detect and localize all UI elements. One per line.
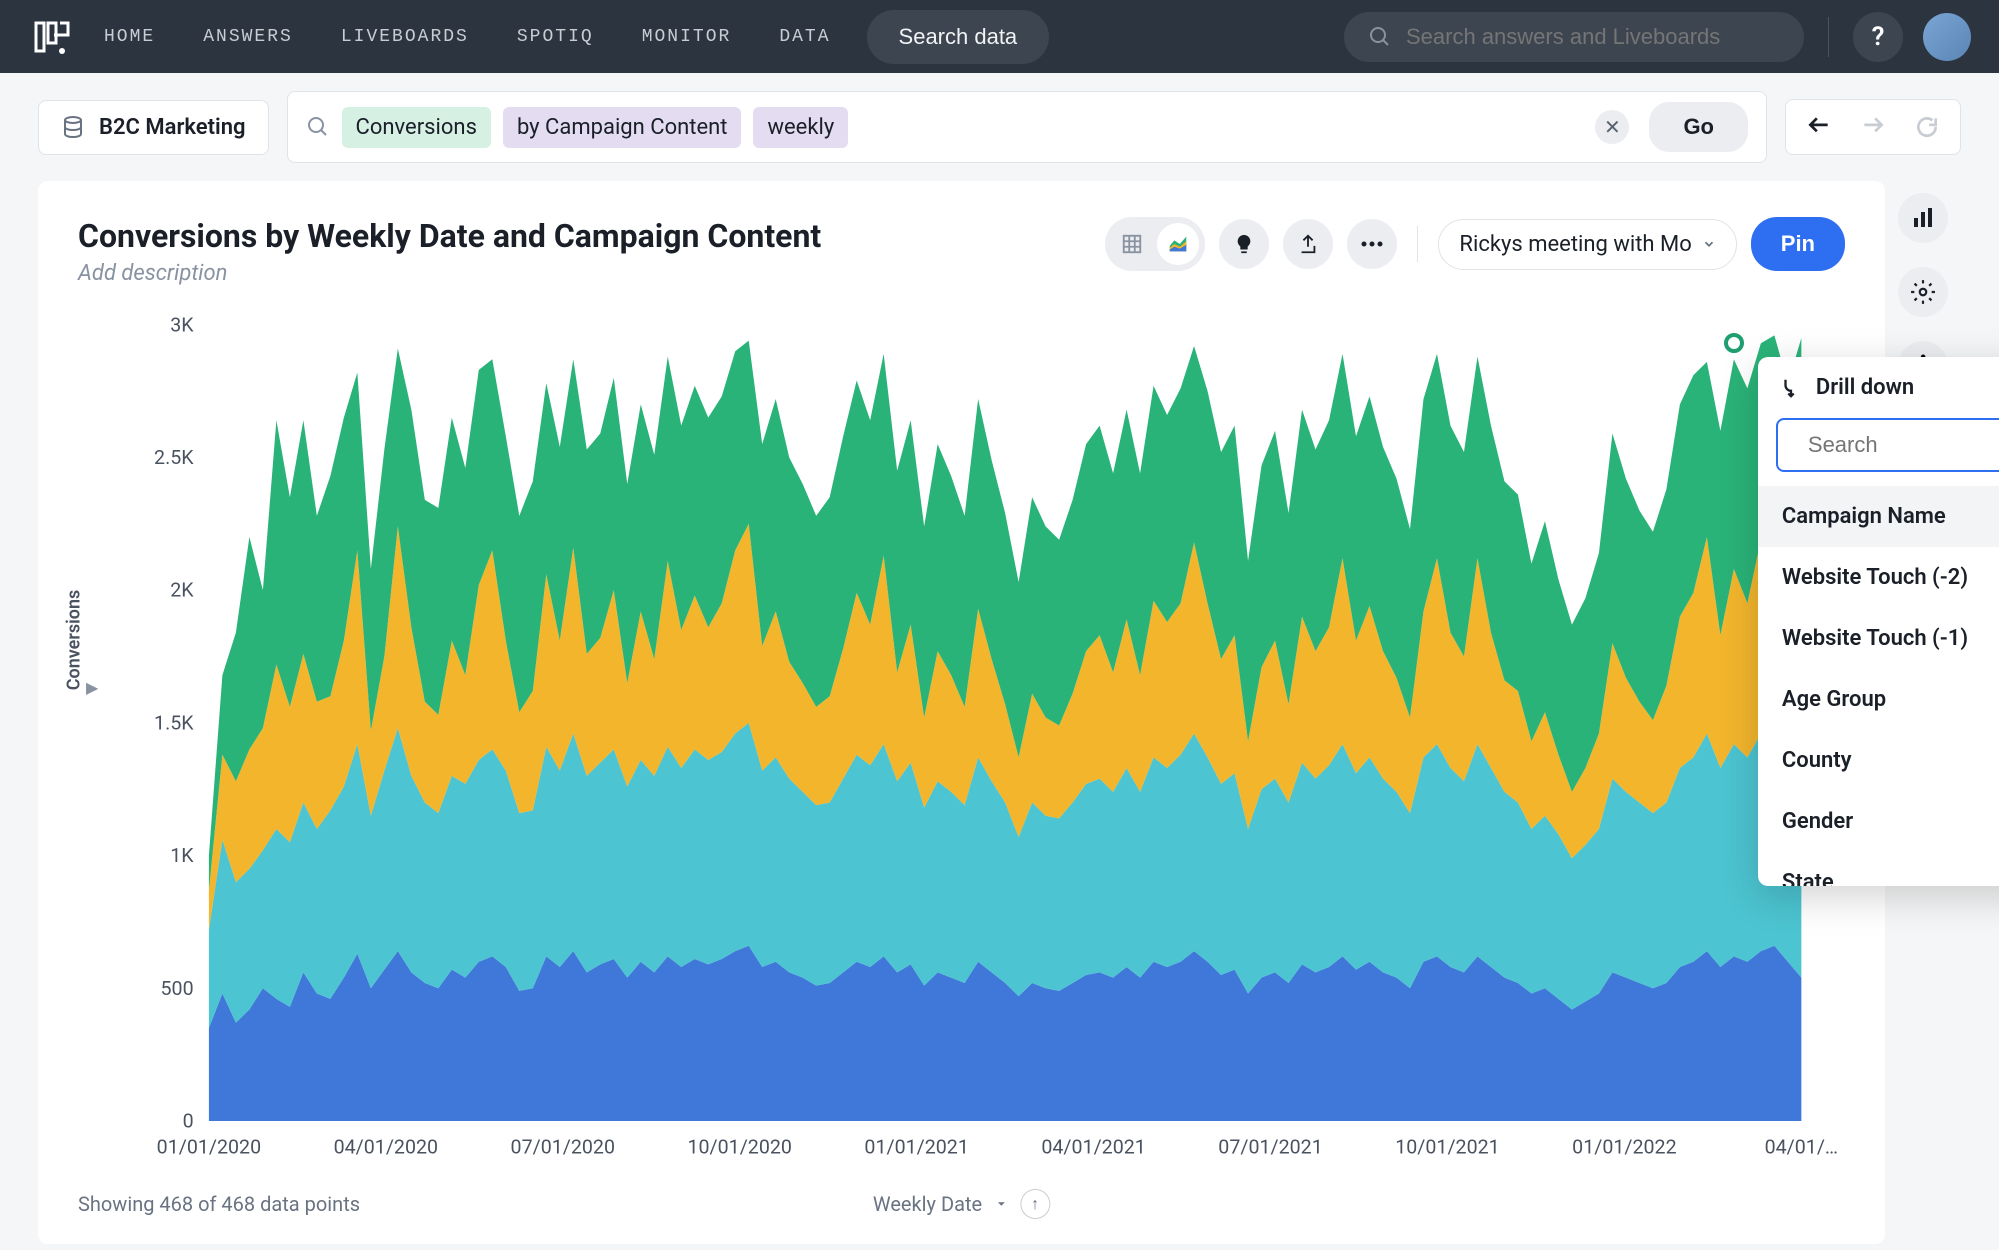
drilldown-title: Drill down xyxy=(1816,375,1914,400)
chart-area: ▶ Conversions 05001K1.5K2K2.5K3K01/01/20… xyxy=(78,316,1845,1178)
drilldown-item[interactable]: Age Group xyxy=(1758,669,1999,730)
table-view-button[interactable] xyxy=(1111,223,1153,265)
nav-liveboards[interactable]: LIVEBOARDS xyxy=(341,27,469,47)
nav-home[interactable]: HOME xyxy=(104,27,155,47)
chart-description[interactable]: Add description xyxy=(78,261,1093,286)
drilldown-item[interactable]: Website Touch (-1) xyxy=(1758,608,1999,669)
table-icon xyxy=(1121,233,1143,255)
chart-view-button[interactable] xyxy=(1157,223,1199,265)
svg-text:01/01/2022: 01/01/2022 xyxy=(1572,1136,1676,1159)
svg-text:10/01/2020: 10/01/2020 xyxy=(688,1136,792,1159)
y-axis-expand[interactable]: ▶ xyxy=(86,678,98,697)
x-axis-label[interactable]: Weekly Date xyxy=(873,1192,982,1216)
nav-spotiq[interactable]: SPOTIQ xyxy=(517,27,594,47)
drilldown-search[interactable] xyxy=(1776,418,1999,472)
global-search[interactable] xyxy=(1344,12,1804,62)
chart-title: Conversions by Weekly Date and Campaign … xyxy=(78,217,1093,255)
nav-links: HOME ANSWERS LIVEBOARDS SPOTIQ MONITOR D… xyxy=(104,27,831,47)
main: Conversions by Weekly Date and Campaign … xyxy=(0,181,1999,1244)
svg-text:01/01/2020: 01/01/2020 xyxy=(157,1136,261,1159)
caret-down-icon xyxy=(994,1197,1008,1211)
query-box[interactable]: Conversions by Campaign Content weekly ✕… xyxy=(287,91,1767,163)
svg-text:3K: 3K xyxy=(170,316,194,336)
svg-text:01/01/2021: 01/01/2021 xyxy=(864,1136,968,1159)
drilldown-list: Campaign NameWebsite Touch (-2)Website T… xyxy=(1758,486,1999,886)
drilldown-icon xyxy=(1780,377,1802,399)
drilldown-item[interactable]: County xyxy=(1758,730,1999,791)
answer-card: Conversions by Weekly Date and Campaign … xyxy=(38,181,1885,1244)
redo-icon[interactable] xyxy=(1860,114,1886,140)
top-nav: HOME ANSWERS LIVEBOARDS SPOTIQ MONITOR D… xyxy=(0,0,1999,73)
nav-monitor[interactable]: MONITOR xyxy=(642,27,732,47)
svg-text:1.5K: 1.5K xyxy=(154,711,194,734)
go-button[interactable]: Go xyxy=(1649,102,1748,152)
chevron-down-icon xyxy=(1702,237,1716,251)
card-header: Conversions by Weekly Date and Campaign … xyxy=(78,217,1845,286)
drilldown-item[interactable]: Gender xyxy=(1758,791,1999,852)
y-axis-label: Conversions xyxy=(64,589,85,690)
liveboard-dropdown[interactable]: Rickys meeting with Mo xyxy=(1438,219,1736,270)
svg-text:0: 0 xyxy=(183,1109,194,1132)
query-token-attribute[interactable]: by Campaign Content xyxy=(503,107,742,148)
logo[interactable] xyxy=(28,15,72,59)
avatar[interactable] xyxy=(1923,13,1971,61)
search-data-button[interactable]: Search data xyxy=(867,10,1050,64)
drilldown-search-input[interactable] xyxy=(1808,432,1999,458)
global-search-input[interactable] xyxy=(1406,24,1780,50)
toolbar: Rickys meeting with Mo Pin xyxy=(1105,217,1845,271)
clear-button[interactable]: ✕ xyxy=(1595,110,1629,144)
svg-text:04/01/2020: 04/01/2020 xyxy=(334,1136,438,1159)
bar-chart-icon xyxy=(1911,206,1935,230)
history-box xyxy=(1785,99,1961,155)
drilldown-item[interactable]: Campaign Name xyxy=(1758,486,1999,547)
undo-icon[interactable] xyxy=(1806,114,1832,140)
chart-config-button[interactable] xyxy=(1898,193,1948,243)
share-button[interactable] xyxy=(1283,219,1333,269)
stacked-area-chart[interactable]: 0 500 1K 1.5K 2K 2.5K 3K 01/01/2020 04/01/2020 07… xyxy=(78,316,1845,1178)
svg-text:10/01/2021: 10/01/2021 xyxy=(1395,1136,1499,1159)
search-icon xyxy=(306,115,330,139)
nav-answers[interactable]: ANSWERS xyxy=(203,27,293,47)
query-bar: B2C Marketing Conversions by Campaign Co… xyxy=(0,73,1999,181)
gear-icon xyxy=(1910,279,1936,305)
query-token-filter[interactable]: weekly xyxy=(753,107,848,148)
svg-text:2.5K: 2.5K xyxy=(154,446,194,469)
more-button[interactable] xyxy=(1347,219,1397,269)
reset-icon[interactable] xyxy=(1914,114,1940,140)
view-mode-toggle xyxy=(1105,217,1205,271)
lightbulb-icon xyxy=(1233,233,1255,255)
insight-button[interactable] xyxy=(1219,219,1269,269)
points-count: Showing 468 of 468 data points xyxy=(78,1192,360,1216)
share-icon xyxy=(1297,233,1319,255)
svg-text:07/01/2021: 07/01/2021 xyxy=(1218,1136,1322,1159)
search-icon xyxy=(1368,25,1392,49)
datasource-pill[interactable]: B2C Marketing xyxy=(38,100,269,155)
pin-button[interactable]: Pin xyxy=(1751,217,1845,271)
drilldown-item[interactable]: State xyxy=(1758,852,1999,886)
svg-text:04/01/…: 04/01/… xyxy=(1765,1136,1838,1159)
database-icon xyxy=(61,115,85,139)
svg-text:2K: 2K xyxy=(170,579,194,602)
datasource-name: B2C Marketing xyxy=(99,115,246,140)
svg-text:04/01/2021: 04/01/2021 xyxy=(1041,1136,1145,1159)
area-chart-icon xyxy=(1167,233,1189,255)
dropdown-label: Rickys meeting with Mo xyxy=(1459,232,1691,257)
chart-footer: Showing 468 of 468 data points Weekly Da… xyxy=(78,1192,1845,1216)
divider xyxy=(1417,226,1418,262)
drilldown-popover: Drill down Campaign NameWebsite Touch (-… xyxy=(1758,357,1999,886)
nav-data[interactable]: DATA xyxy=(779,27,830,47)
sort-button[interactable]: ↑ xyxy=(1020,1189,1050,1219)
more-icon xyxy=(1361,241,1383,247)
drilldown-item[interactable]: Website Touch (-2) xyxy=(1758,547,1999,608)
svg-text:07/01/2020: 07/01/2020 xyxy=(511,1136,615,1159)
help-button[interactable]: ? xyxy=(1853,12,1903,62)
svg-text:500: 500 xyxy=(161,977,194,1000)
divider xyxy=(1828,17,1829,57)
settings-button[interactable] xyxy=(1898,267,1948,317)
svg-text:1K: 1K xyxy=(170,844,194,867)
query-token-measure[interactable]: Conversions xyxy=(342,107,491,148)
